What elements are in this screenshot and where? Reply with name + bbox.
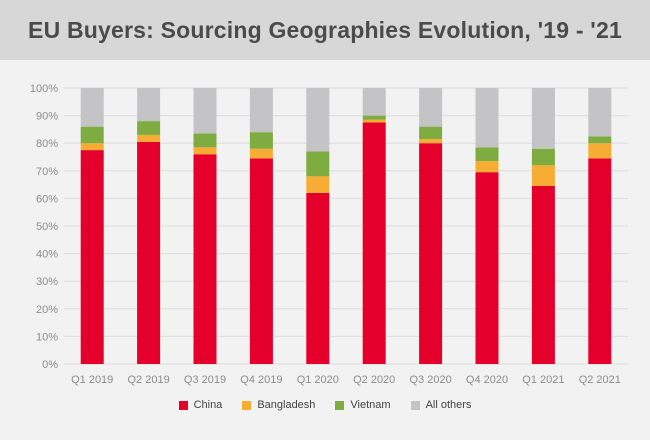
bar-segment-china [80, 150, 104, 364]
legend-swatch [410, 400, 420, 410]
legend-swatch [178, 400, 188, 410]
bar-segment-china [137, 141, 161, 364]
x-tick-label: Q3 2019 [184, 374, 226, 386]
bar-segment-all-others [475, 88, 499, 148]
legend-item: Bangladesh [242, 399, 315, 411]
bar-segment-all-others [419, 88, 443, 127]
bar-segment-china [249, 158, 273, 364]
bar-segment-all-others [193, 88, 217, 134]
bar-segment-bangladesh [80, 143, 104, 151]
legend-item: Vietnam [335, 399, 391, 411]
legend-label: All others [425, 399, 472, 411]
stacked-bar-chart: 0% 10% 20% 30% 40% 50% 60% 70% 80% 90% 100% Q1 2019… [30, 83, 628, 386]
bar-segment-bangladesh [475, 161, 499, 173]
x-tick-label: Q4 2020 [466, 374, 508, 386]
y-tick-label: 60% [36, 193, 58, 205]
bar-segment-bangladesh [306, 176, 330, 193]
bar-segment-bangladesh [419, 139, 443, 144]
x-tick-label: Q1 2020 [297, 374, 339, 386]
y-tick-label: 40% [36, 249, 58, 261]
bar-segment-china [588, 158, 612, 364]
bar-segment-vietnam [475, 147, 499, 162]
bar-segment-china [531, 185, 555, 364]
x-tick-label: Q2 2019 [127, 374, 169, 386]
bar-segment-all-others [362, 88, 386, 116]
page-title: EU Buyers: Sourcing Geographies Evolutio… [28, 16, 622, 43]
bar-segment-vietnam [531, 148, 555, 166]
y-tick-label: 0% [42, 359, 58, 371]
bar-segment-vietnam [588, 136, 612, 144]
bar-segment-all-others [588, 88, 612, 137]
legend-item: China [178, 399, 223, 411]
y-tick-label: 10% [36, 331, 58, 343]
x-tick-label: Q1 2019 [71, 374, 113, 386]
y-tick-label: 70% [36, 166, 58, 178]
x-tick-label: Q2 2021 [579, 374, 621, 386]
legend-label: Vietnam [350, 399, 391, 411]
legend-swatch [242, 400, 252, 410]
bar-segment-bangladesh [531, 165, 555, 186]
y-tick-label: 90% [36, 111, 58, 123]
y-tick-label: 50% [36, 221, 58, 233]
y-tick-label: 100% [30, 83, 58, 95]
legend-label: China [193, 399, 223, 411]
bar-segment-china [419, 143, 443, 364]
x-tick-label: Q2 2020 [353, 374, 395, 386]
bar-segment-vietnam [193, 133, 217, 148]
bar-segment-china [475, 172, 499, 364]
bar-segment-china [362, 122, 386, 364]
x-tick-label: Q3 2020 [409, 374, 451, 386]
bar-segment-china [193, 154, 217, 364]
bar-segment-all-others [137, 88, 161, 122]
bar-segment-vietnam [362, 115, 386, 120]
bar-segment-bangladesh [137, 134, 161, 142]
bar-segment-vietnam [137, 121, 161, 135]
y-tick-label: 80% [36, 138, 58, 150]
bar-segment-bangladesh [193, 147, 217, 155]
y-tick-label: 20% [36, 304, 58, 316]
bar-segment-all-others [80, 88, 104, 127]
bar-segment-bangladesh [588, 143, 612, 159]
chart-header: EU Buyers: Sourcing Geographies Evolutio… [0, 0, 650, 60]
bar-segment-vietnam [419, 126, 443, 140]
legend-label: Bangladesh [257, 399, 316, 411]
bar-segment-all-others [531, 88, 555, 149]
y-tick-label: 30% [36, 276, 58, 288]
x-tick-label: Q4 2019 [240, 374, 282, 386]
bar-segment-vietnam [80, 126, 104, 144]
bar-segment-bangladesh [249, 148, 273, 159]
x-tick-label: Q1 2021 [522, 374, 564, 386]
bar-segment-vietnam [249, 132, 273, 149]
legend-swatch [335, 400, 345, 410]
bar-segment-bangladesh [362, 119, 386, 123]
bar-segment-all-others [306, 88, 330, 152]
legend-item: All others [410, 399, 472, 411]
chart-legend: China Bangladesh Vietnam All others [0, 396, 650, 414]
bar-segment-vietnam [306, 151, 330, 177]
bar-segment-china [306, 192, 330, 364]
bar-segment-all-others [249, 88, 273, 133]
